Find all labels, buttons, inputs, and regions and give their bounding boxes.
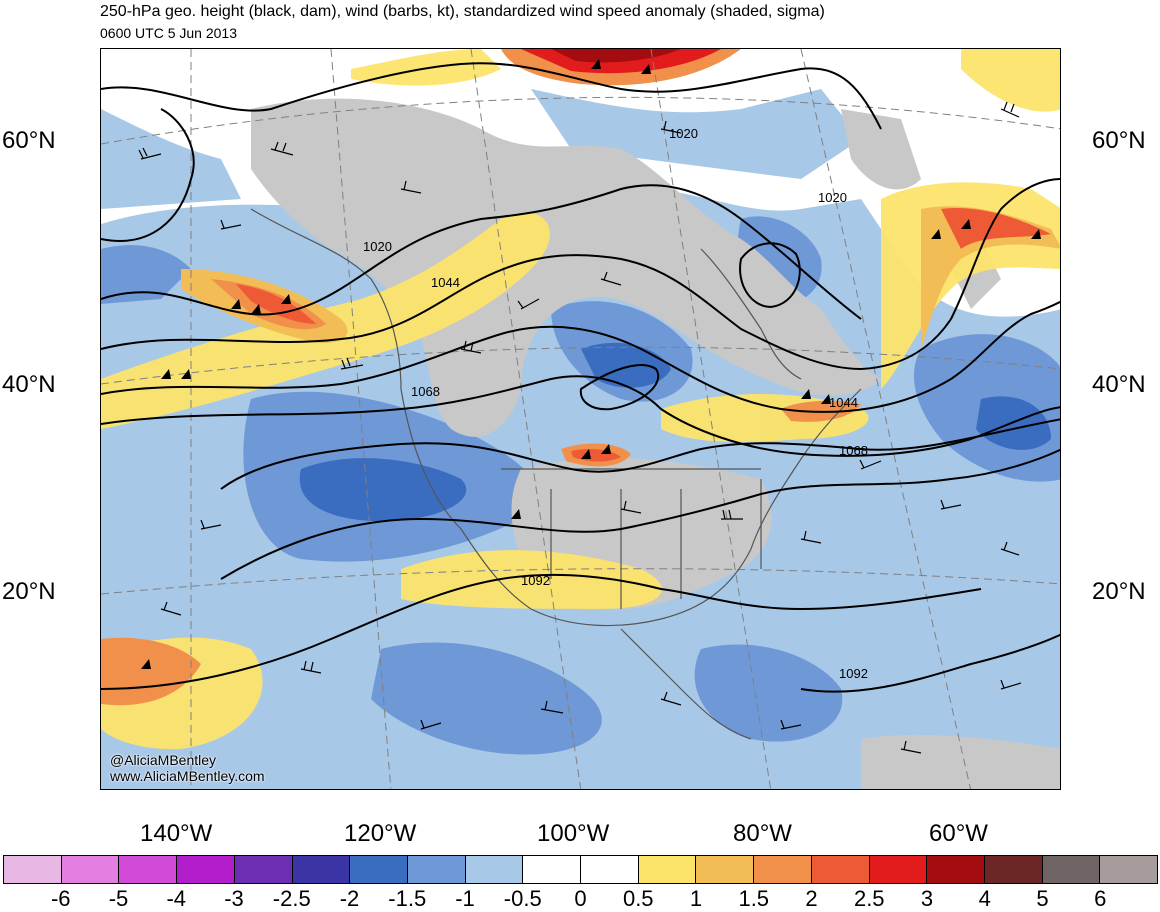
graticule	[101, 49, 1060, 789]
colorbar-tick-label: 5	[1036, 886, 1049, 911]
colorbar-swatch	[465, 856, 524, 883]
anomaly-shading-orange	[101, 49, 1060, 706]
colorbar-tick-label: 6	[1094, 886, 1107, 911]
contour-label: 1020	[669, 126, 698, 141]
colorbar-tick-label: -3	[224, 886, 244, 911]
colorbar-tick-label: 4	[978, 886, 991, 911]
colorbar-swatch	[350, 856, 408, 883]
colorbar-swatch	[177, 856, 235, 883]
contour-label: 1044	[829, 395, 858, 410]
colorbar-swatch	[1042, 856, 1101, 883]
colorbar-swatch	[638, 856, 697, 883]
colorbar-swatch	[119, 856, 178, 883]
map-panel: 1020 1020 1020 1044 1044 1068 1068 1092 …	[100, 48, 1061, 790]
height-contours	[101, 62, 1060, 693]
colorbar-tick-label: 3	[920, 886, 934, 911]
lon-label: 80°W	[733, 820, 792, 847]
colorbar-swatch	[407, 856, 466, 883]
colorbar-swatch	[4, 856, 62, 883]
lon-label: 140°W	[140, 820, 213, 847]
lon-label: 120°W	[344, 820, 417, 847]
lat-label-right: 60°N	[1092, 127, 1146, 154]
lat-label-left: 40°N	[2, 371, 56, 398]
colorbar-tick-label: 1.5	[738, 886, 770, 911]
colorbar-swatch	[523, 856, 582, 883]
colorbar-tick-label: 0	[574, 886, 587, 911]
colorbar-swatch	[581, 856, 639, 883]
colorbar-tick-label: 2.5	[853, 886, 885, 911]
colorbar-swatch	[927, 856, 985, 883]
wind-barbs	[138, 101, 1022, 754]
contour-label: 1068	[839, 443, 868, 458]
colorbar-tick-label: 2	[805, 886, 818, 911]
colorbar-tick-label: -1	[455, 886, 475, 911]
colorbar-swatch	[811, 856, 870, 883]
lat-label-left: 20°N	[2, 578, 56, 605]
colorbar-swatch	[234, 856, 293, 883]
colorbar-tick-label: -2	[339, 886, 360, 911]
colorbar-swatch	[984, 856, 1043, 883]
lat-label-left: 60°N	[2, 127, 56, 154]
credit-handle: @AliciaMBentley	[110, 752, 217, 768]
colorbar-swatch	[754, 856, 812, 883]
colorbar-swatch	[696, 856, 755, 883]
contour-label: 1068	[411, 384, 440, 399]
anomaly-colorbar	[3, 855, 1158, 884]
colorbar-swatch	[61, 856, 120, 883]
credit-website: www.AliciaMBentley.com	[110, 768, 265, 784]
colorbar-tick-label: -1.5	[388, 886, 427, 911]
map-title: 250-hPa geo. height (black, dam), wind (…	[100, 3, 825, 20]
colorbar-tick-label: -0.5	[503, 886, 542, 911]
lat-label-right: 40°N	[1092, 371, 1146, 398]
colorbar-swatch	[1100, 856, 1158, 883]
colorbar-tick-label: -6	[50, 886, 71, 911]
contour-label: 1020	[818, 190, 847, 205]
colorbar-tick-label: 0.5	[622, 886, 654, 911]
colorbar-swatch	[869, 856, 928, 883]
contour-label: 1092	[521, 573, 550, 588]
lon-label: 60°W	[929, 820, 988, 847]
colorbar-tick-label: -2.5	[272, 886, 311, 911]
contour-label: 1020	[363, 239, 392, 254]
wind-barb-flags	[141, 59, 1041, 669]
valid-time: 0600 UTC 5 Jun 2013	[100, 25, 237, 41]
colorbar-swatch	[292, 856, 351, 883]
lat-label-right: 20°N	[1092, 578, 1146, 605]
lon-label: 100°W	[537, 820, 610, 847]
colorbar-tick-label: -5	[108, 886, 129, 911]
contour-label: 1092	[839, 666, 868, 681]
map-canvas: 1020 1020 1020 1044 1044 1068 1068 1092 …	[101, 49, 1060, 789]
contour-label-group: 1020 1020 1020 1044 1044 1068 1068 1092 …	[363, 126, 868, 681]
colorbar-tick-label: 1	[689, 886, 703, 911]
colorbar-tick-label: -4	[166, 886, 187, 911]
contour-label: 1044	[431, 275, 460, 290]
